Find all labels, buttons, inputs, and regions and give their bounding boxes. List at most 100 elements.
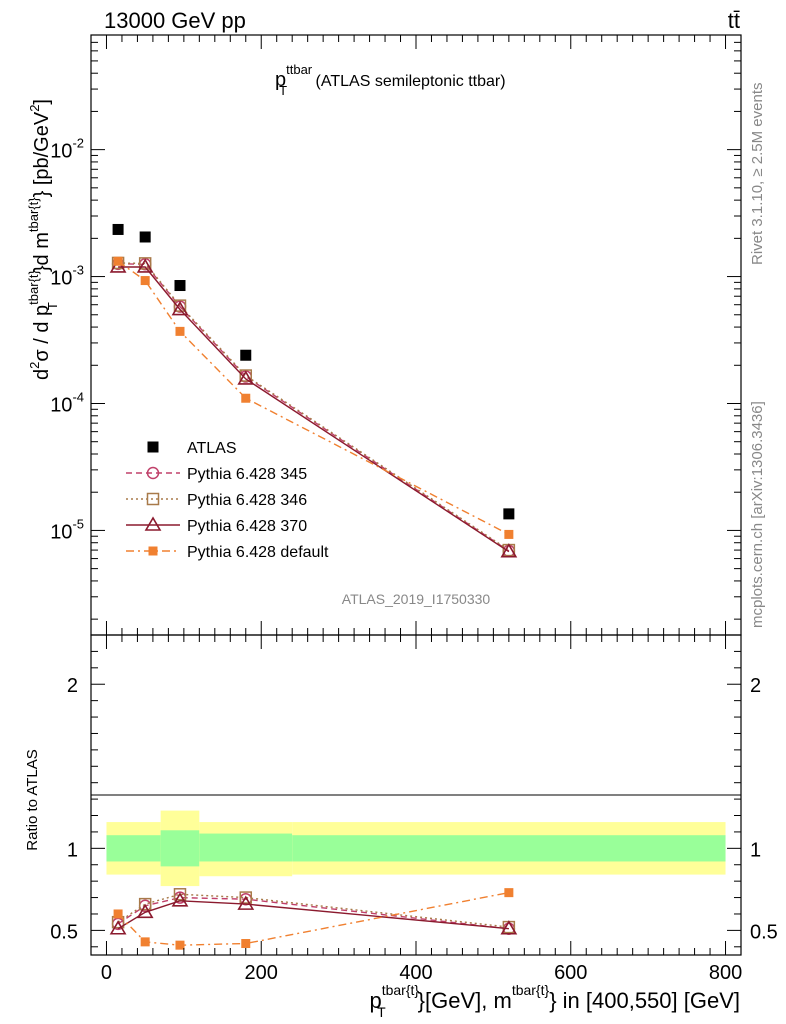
main-p370-point (500, 543, 518, 558)
legend: ATLAS Pythia 6.428 345 Pythia 6.428 346 Pyt… (126, 440, 329, 561)
x-tick-label: 400 (399, 962, 432, 984)
ratio-p370-point (171, 892, 189, 907)
ratio-p346-point (173, 888, 187, 901)
legend-label: Pythia 6.428 default (187, 544, 329, 561)
plot-title-rest: (ATLAS semileptonic ttbar) (311, 73, 505, 90)
main-plot-series (109, 223, 518, 558)
legend-label: Pythia 6.428 345 (187, 466, 307, 483)
x-tick-label: 600 (554, 962, 587, 984)
ratio-p370-point (136, 903, 154, 919)
ratio-default-point (504, 888, 514, 898)
ratio-p346-point (239, 891, 253, 904)
main-data-point (139, 231, 151, 243)
main-data (112, 223, 515, 520)
ratio-y-tick-label-right: 2 (750, 675, 761, 697)
x-tick-label: 800 (709, 962, 742, 984)
main-default-point (113, 256, 123, 266)
ratio-default-point (241, 939, 251, 949)
ratio-p370-point (237, 895, 255, 910)
header-right: tt̄ (728, 8, 740, 33)
main-data-point (240, 349, 252, 361)
main-y-axis-label: d2σ / d ptbar{t}T}d mtbar{t}} [pb/GeV2] (26, 99, 60, 380)
main-data-point (112, 223, 124, 235)
uncertainty-band-inner (199, 833, 293, 862)
main-default-point (175, 326, 185, 336)
main-p345 (111, 257, 516, 558)
analysis-id: ATLAS_2019_I1750330 (342, 591, 491, 607)
uncertainty-band-inner (292, 835, 726, 862)
x-tick-label: 200 (245, 962, 278, 984)
main-p370-point (109, 258, 127, 273)
ratio-y-tick-label: 2 (67, 675, 78, 697)
ratio-p370 (109, 892, 518, 935)
main-p346 (111, 256, 516, 557)
legend-marker (146, 492, 160, 506)
uncertainty-band-inner (160, 830, 200, 867)
ratio-y-tick-label-right: 0.5 (750, 921, 778, 943)
ratio-series (109, 888, 518, 950)
ratio-y-tick-label: 0.5 (50, 921, 78, 943)
main-plot-y-tick-labels: 10-2 10-3 10-4 10-5 (50, 136, 84, 544)
ratio-default-point (140, 937, 150, 947)
main-data-point (174, 280, 186, 292)
ratio-ticks (91, 635, 741, 955)
x-axis-label: ptbar{t} T}[GeV], mtbar{t}} in [400,550] … (369, 982, 740, 1020)
legend-label: Pythia 6.428 370 (187, 518, 307, 535)
ratio-p346-line (117, 893, 509, 928)
ratio-y-tick-label: 1 (67, 839, 78, 861)
ratio-default-point (175, 940, 185, 950)
rivet-version-label: Rivet 3.1.10, ≥ 2.5M events (749, 83, 766, 266)
main-p346-point (173, 299, 187, 312)
legend-marker (147, 441, 159, 453)
x-tick-label: 0 (101, 962, 112, 984)
legend-entry: Pythia 6.428 346 (126, 492, 307, 509)
ratio-uncertainty-bands (106, 810, 726, 887)
main-plot: 10-2 10-3 10-4 10-5 ATLAS_2019_I1750330 ATL… (50, 34, 742, 636)
plot-title-p: p (275, 69, 286, 91)
legend-entry: ATLAS (147, 440, 237, 457)
ratio-p370-line (117, 900, 509, 930)
ratio-y-axis-label: Ratio to ATLAS (24, 749, 41, 850)
main-p370-point (136, 258, 154, 273)
plot-title: pttbar T (ATLAS semileptonic ttbar) (275, 62, 506, 98)
ratio-p370-point (500, 920, 518, 935)
main-p370 (109, 258, 518, 558)
ratio-default-point (113, 909, 123, 919)
ratio-y-tick-label-right: 1 (750, 839, 761, 861)
legend-marker (148, 546, 158, 556)
legend-marker (144, 516, 162, 531)
legend-label: Pythia 6.428 346 (187, 492, 307, 509)
uncertainty-band-inner (106, 835, 161, 862)
main-default-point (241, 393, 251, 403)
main-p346-line (118, 262, 510, 551)
main-default-point (504, 529, 514, 539)
header-left: 13000 GeV pp (104, 8, 246, 33)
main-p370-point (237, 370, 255, 385)
main-p346-point (138, 257, 152, 270)
main-p346-point (239, 369, 253, 382)
legend-entry: Pythia 6.428 default (126, 544, 329, 561)
ratio-p345-line (117, 896, 509, 930)
plot-title-sub: T (279, 83, 287, 98)
x-tick-labels: 0 200 400 600 800 (101, 962, 742, 984)
main-default-point (140, 276, 150, 286)
ratio-p345 (111, 891, 516, 935)
legend-entry: Pythia 6.428 345 (126, 466, 307, 483)
y-tick-label: 10-3 (50, 263, 84, 290)
main-default (113, 256, 514, 539)
legend-entry: Pythia 6.428 370 (126, 516, 307, 535)
ratio-default (113, 888, 514, 950)
ratio-plot: 0.5 0.5 1 1 2 2 0 200 400 600 800 (50, 634, 778, 984)
main-plot-ticks (91, 34, 741, 635)
plot-title-sup: ttbar (286, 62, 313, 77)
mcplots-label: mcplots.cern.ch [arXiv:1306.3436] (749, 401, 766, 628)
legend-label: ATLAS (187, 440, 237, 457)
ratio-p346-point (138, 897, 152, 911)
ratio-p370-point (109, 920, 127, 935)
y-tick-label: 10-4 (50, 389, 84, 416)
main-data-point (503, 508, 515, 520)
main-p370-point (171, 300, 189, 316)
main-p370-line (118, 266, 510, 553)
y-tick-label: 10-2 (50, 136, 84, 163)
